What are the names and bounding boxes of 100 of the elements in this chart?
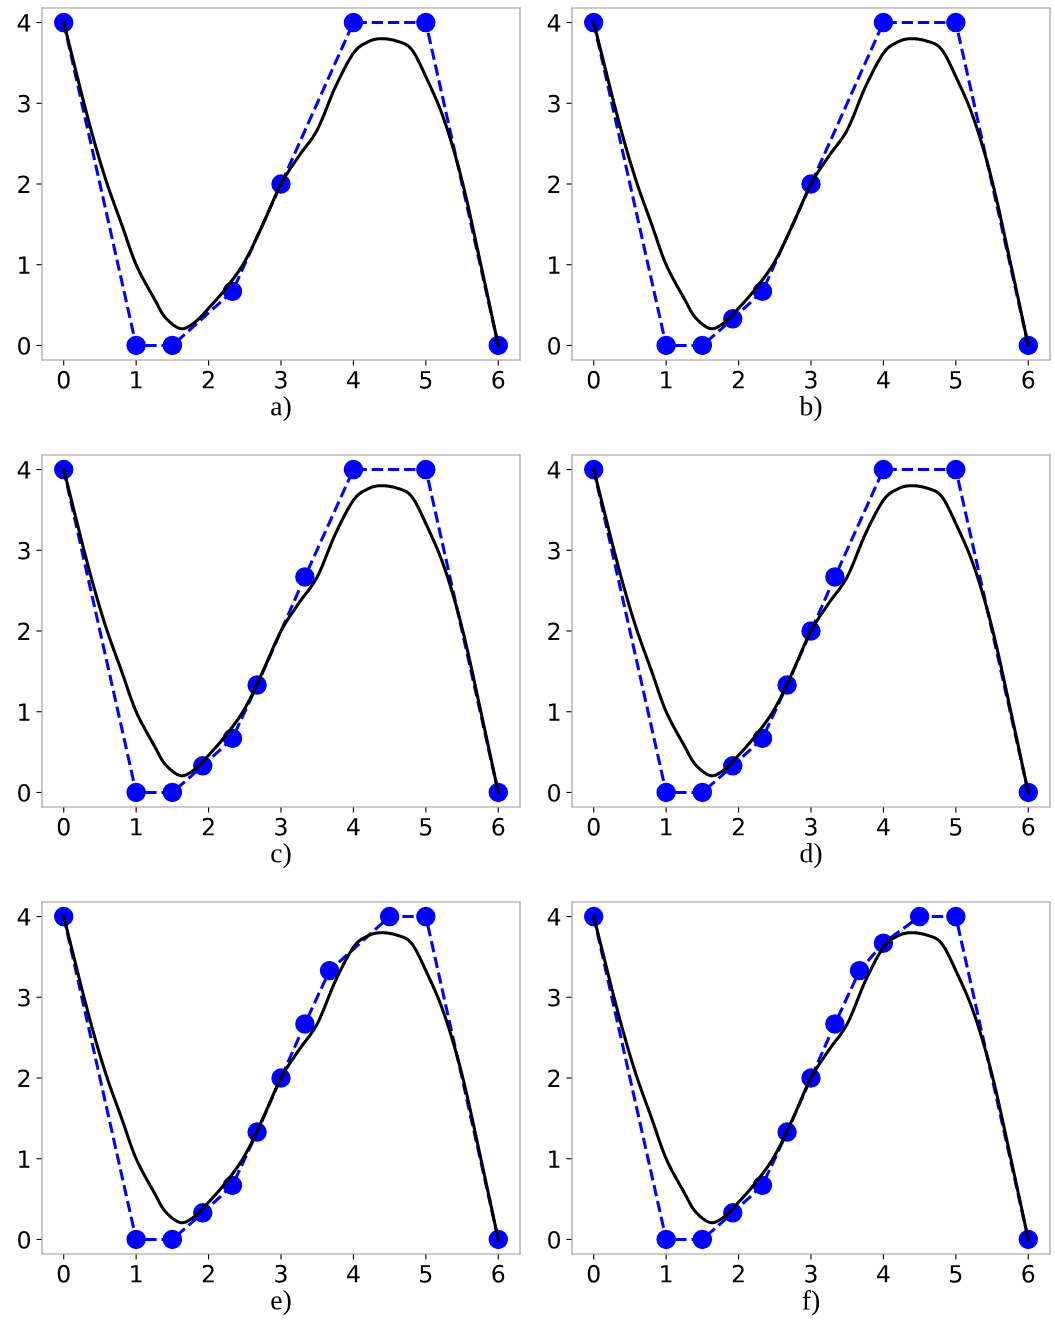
point [692, 1229, 713, 1250]
x-tick-label: 0 [587, 370, 600, 389]
x-tick-label: 1 [131, 1265, 142, 1283]
y-tick-label: 0 [18, 1230, 31, 1249]
x-tick-label: 1 [661, 1265, 672, 1283]
y-tick-label: 2 [18, 622, 30, 640]
x-tick-label: 0 [57, 370, 70, 389]
point [162, 335, 183, 356]
y-tick-label: 1 [549, 256, 560, 274]
y-tick-label: 4 [17, 908, 31, 926]
y-tick-label: 3 [18, 94, 30, 113]
x-tick-label: 6 [492, 370, 505, 389]
y-tick-label: 4 [547, 461, 561, 479]
point [416, 459, 436, 480]
x-tick-label: 2 [732, 817, 744, 836]
x-tick-label: 6 [1022, 370, 1035, 389]
x-tick-label: 0 [57, 1264, 70, 1283]
y-tick-label: 0 [18, 336, 31, 355]
point [162, 1229, 183, 1250]
x-tick-label: 1 [131, 818, 142, 836]
point [343, 459, 364, 480]
x-tick-label: 4 [347, 371, 360, 389]
point [692, 335, 713, 356]
x-axis-title: f) [802, 1290, 820, 1316]
point [873, 459, 894, 480]
x-tick-label: 3 [805, 1264, 817, 1283]
x-tick-label: 6 [1022, 817, 1035, 836]
point [909, 906, 930, 927]
x-tick-label: 4 [877, 818, 890, 836]
point [656, 782, 676, 803]
x-axis-title: e) [271, 1290, 291, 1316]
point [319, 960, 340, 981]
x-tick-label: 4 [877, 1265, 890, 1283]
point [825, 567, 845, 587]
point [873, 12, 894, 33]
y-tick-label: 0 [18, 783, 31, 802]
x-tick-label: 3 [275, 370, 287, 389]
x-tick-label: 5 [950, 371, 962, 389]
y-tick-label: 4 [17, 461, 31, 479]
point [849, 960, 870, 981]
y-tick-label: 1 [549, 1150, 560, 1168]
point [295, 1014, 315, 1034]
x-axis-title: d) [800, 843, 822, 869]
x-tick-label: 2 [202, 370, 214, 389]
point [416, 12, 436, 33]
y-tick-label: 4 [547, 908, 561, 926]
x-tick-label: 0 [587, 1264, 600, 1283]
y-tick-label: 0 [548, 1230, 561, 1249]
x-tick-label: 5 [950, 818, 962, 836]
y-tick-label: 1 [19, 1150, 30, 1168]
point [946, 906, 966, 927]
x-tick-label: 2 [202, 1264, 214, 1283]
x-tick-label: 3 [805, 370, 817, 389]
y-tick-label: 3 [548, 541, 560, 560]
x-axis-title: b) [799, 396, 822, 422]
x-tick-label: 6 [492, 817, 505, 836]
x-axis-title: c) [271, 843, 291, 869]
point [295, 567, 315, 587]
y-tick-label: 3 [18, 988, 30, 1007]
x-tick-label: 3 [275, 1264, 287, 1283]
x-tick-label: 5 [420, 818, 432, 836]
x-tick-label: 5 [950, 1265, 962, 1283]
y-tick-label: 4 [17, 14, 31, 32]
x-tick-label: 0 [57, 817, 70, 836]
x-tick-label: 6 [492, 1264, 505, 1283]
y-tick-label: 2 [548, 175, 560, 193]
x-tick-label: 4 [347, 1265, 360, 1283]
point [946, 12, 966, 33]
y-tick-label: 4 [547, 14, 561, 32]
point [656, 1229, 676, 1250]
y-tick-label: 2 [18, 1069, 30, 1087]
point [656, 335, 676, 356]
point [162, 782, 183, 803]
y-tick-label: 0 [548, 783, 561, 802]
x-tick-label: 2 [202, 817, 214, 836]
point [416, 906, 436, 927]
x-tick-label: 2 [732, 370, 744, 389]
point [946, 459, 966, 480]
x-tick-label: 6 [1022, 1264, 1035, 1283]
x-tick-label: 3 [805, 817, 817, 836]
point [379, 906, 400, 927]
y-tick-label: 2 [548, 1069, 560, 1087]
point [126, 1229, 146, 1250]
x-tick-label: 1 [661, 371, 672, 389]
y-tick-label: 1 [549, 703, 560, 721]
x-tick-label: 4 [347, 818, 360, 836]
x-tick-label: 3 [275, 817, 287, 836]
x-tick-label: 2 [732, 1264, 744, 1283]
x-axis-title: a) [271, 396, 291, 422]
point [343, 12, 364, 33]
y-tick-label: 3 [548, 94, 560, 113]
x-tick-label: 1 [131, 371, 142, 389]
y-tick-label: 1 [19, 256, 30, 274]
x-tick-label: 0 [587, 817, 600, 836]
x-tick-label: 4 [877, 371, 890, 389]
y-tick-label: 3 [548, 988, 560, 1007]
x-tick-label: 5 [420, 371, 432, 389]
point [126, 782, 146, 803]
y-tick-label: 2 [18, 175, 30, 193]
y-tick-label: 1 [19, 703, 30, 721]
